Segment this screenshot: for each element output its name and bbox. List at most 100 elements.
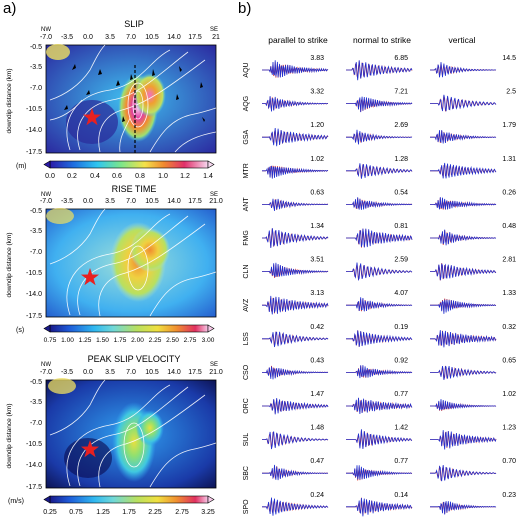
observed-waveform <box>262 262 329 278</box>
observed-waveform <box>430 62 497 78</box>
peak-amplitude: 1.47 <box>310 391 324 398</box>
x-tick: 17.5 <box>188 369 202 376</box>
cb-tick: 1.25 <box>96 509 110 516</box>
peak-amplitude: 0.26 <box>502 189 516 196</box>
station-label: MTR <box>243 163 250 178</box>
panel-label-a: a) <box>3 0 17 17</box>
observed-waveform <box>430 464 497 482</box>
x-tick: -3.5 <box>61 34 73 41</box>
peak-amplitude: 0.77 <box>394 458 408 465</box>
cb-tick: 1.25 <box>79 337 92 344</box>
observed-waveform <box>430 365 497 380</box>
cb-tick: 2.00 <box>131 337 144 344</box>
psv-unit: (m/s) <box>8 498 24 505</box>
rise-colorbar-ticks: 0.75 1.00 1.25 1.50 1.75 2.00 2.25 2.50 … <box>44 337 215 344</box>
x-tick: -7.0 <box>40 34 52 41</box>
psv-dir-left: NW <box>41 362 51 368</box>
peak-amplitude: 3.13 <box>310 290 324 297</box>
observed-waveform <box>262 295 329 315</box>
peak-amplitude: 2.69 <box>394 122 408 129</box>
peak-amplitude: 1.33 <box>502 290 516 297</box>
rise-time-map: RISE TIME NW SE -7.0 -3.5 0.0 3.5 7.0 10… <box>6 184 223 344</box>
station-label: AQG <box>243 96 250 112</box>
cb-tick: 0.0 <box>45 173 55 180</box>
observed-waveform <box>430 263 497 281</box>
peak-amplitude: 0.23 <box>502 492 516 499</box>
peak-amplitude: 0.54 <box>394 189 408 196</box>
cb-tick: 1.4 <box>203 173 213 180</box>
cb-tick: 2.25 <box>148 509 162 516</box>
cb-tick: 2.25 <box>149 337 162 344</box>
cb-tick: 1.75 <box>114 337 127 344</box>
observed-waveform <box>430 94 497 112</box>
observed-waveform <box>262 398 329 415</box>
observed-waveform <box>430 330 497 348</box>
peak-amplitude: 1.02 <box>310 156 324 163</box>
slip-dir-right: SE <box>210 27 218 33</box>
x-tick: 3.5 <box>105 198 115 205</box>
observed-waveform <box>262 96 329 112</box>
station-label: AVZ <box>243 298 250 312</box>
observed-waveform <box>430 430 497 450</box>
y-tick: -14.0 <box>26 291 42 298</box>
station-label: ORC <box>243 398 250 414</box>
observed-waveform <box>430 299 496 314</box>
hypocenter-star-icon <box>81 440 99 458</box>
peak-amplitude: 2.59 <box>394 257 408 264</box>
x-tick: -3.5 <box>61 198 73 205</box>
slip-unit: (m) <box>16 163 27 170</box>
observed-waveform <box>430 197 497 210</box>
observed-waveform <box>346 163 413 179</box>
slip-title: SLIP <box>124 19 144 29</box>
station-label: SBC <box>243 466 250 480</box>
psv-ylabel: downdip distance (km) <box>6 403 13 468</box>
peak-amplitude: 0.24 <box>310 492 324 499</box>
y-tick: -0.5 <box>30 379 42 386</box>
x-tick: 17.5 <box>188 198 202 205</box>
peak-amplitude: 0.48 <box>502 223 516 230</box>
rise-dir-right: SE <box>210 192 218 198</box>
observed-waveform <box>346 228 413 248</box>
x-tick: 21.0 <box>209 369 223 376</box>
psv-x-ticks: -7.0 -3.5 0.0 3.5 7.0 10.5 14.0 17.5 21.… <box>40 369 223 376</box>
slip-y-ticks: -0.5 -3.5 -7.0 -10.5 -14.0 -17.5 <box>26 44 42 156</box>
station-label: GSA <box>243 129 250 144</box>
observed-waveform <box>346 497 413 517</box>
peak-amplitude: 1.48 <box>310 425 324 432</box>
peak-amplitude: 1.28 <box>394 156 408 163</box>
y-tick: -0.5 <box>30 208 42 215</box>
peak-amplitude: 1.31 <box>502 156 516 163</box>
y-tick: -7.0 <box>30 249 42 256</box>
cb-tick: 3.00 <box>202 337 215 344</box>
peak-amplitude: 0.63 <box>310 189 324 196</box>
x-tick: 7.0 <box>126 34 136 41</box>
observed-waveform <box>262 331 329 348</box>
peak-amplitude: 0.81 <box>394 223 408 230</box>
observed-waveform <box>262 366 329 380</box>
cb-tick: 2.75 <box>184 337 197 344</box>
slip-map: SLIP NW SE -7.0 -3.5 0.0 3.5 7.0 10.5 14… <box>6 19 220 180</box>
rise-ylabel: downdip distance (km) <box>6 232 13 297</box>
cb-tick: 0.6 <box>112 173 122 180</box>
peak-amplitude: 2.5 <box>506 89 516 96</box>
x-tick: 17.5 <box>188 34 202 41</box>
rise-dir-left: NW <box>41 192 51 198</box>
peak-amplitude: 1.79 <box>502 122 516 129</box>
cb-tick: 0.75 <box>69 509 83 516</box>
column-title-normal: normal to strike <box>353 35 411 45</box>
observed-waveform <box>346 397 413 415</box>
peak-amplitude: 1.20 <box>310 122 324 129</box>
slip-colorbar-ticks: 0.0 0.2 0.4 0.6 0.8 1.0 1.2 1.4 <box>45 173 213 180</box>
cb-tick: 1.00 <box>61 337 74 344</box>
synthetic-waveform <box>430 466 497 481</box>
x-tick: 7.0 <box>126 369 136 376</box>
x-tick: 14.0 <box>167 369 181 376</box>
peak-slip-velocity-map: PEAK SLIP VELOCITY NW SE -7.0 -3.5 0.0 3… <box>6 354 223 516</box>
station-label: SUL <box>243 433 250 447</box>
station-label: CLN <box>243 265 250 279</box>
observed-waveform <box>262 464 329 481</box>
y-tick: -14.0 <box>26 127 42 134</box>
cb-tick: 0.75 <box>44 337 57 344</box>
observed-waveform <box>430 229 497 246</box>
peak-amplitude: 0.77 <box>394 391 408 398</box>
